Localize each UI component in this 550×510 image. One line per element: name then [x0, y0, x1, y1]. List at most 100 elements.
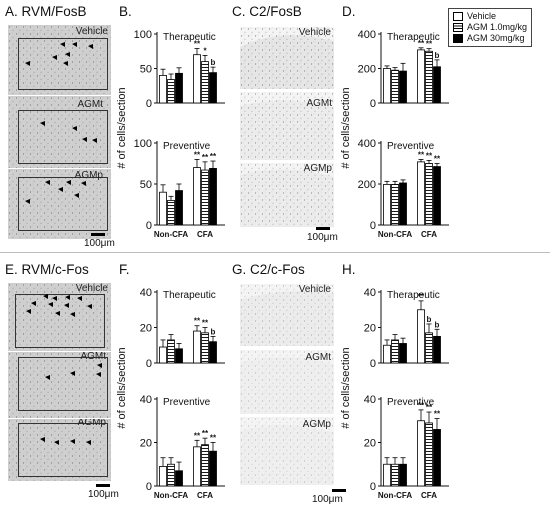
tissue-texture [240, 350, 334, 414]
bar [167, 463, 175, 487]
image-label-agmt: AGMt [80, 352, 106, 362]
significance-label: ** [202, 429, 209, 438]
micrograph-e-agmt: AGMt [8, 352, 111, 418]
y-tick-label: 0 [370, 220, 376, 232]
y-tick-label: 400 [358, 138, 376, 150]
scale-label: 100μm [88, 489, 119, 500]
bar [159, 346, 167, 364]
x-category-label: Non-CFA [378, 491, 412, 500]
scale-bar [96, 484, 110, 487]
y-tick-label: 50 [140, 64, 152, 76]
significance-label: ** [434, 410, 441, 419]
bar [425, 422, 433, 487]
bar [209, 450, 217, 487]
y-axis-label: # of cells/section [116, 87, 128, 168]
section-divider [0, 252, 550, 253]
y-tick-label: 0 [146, 481, 152, 493]
legend-label-agm-high: AGM 30mg/kg [467, 33, 525, 43]
x-category-label: Non-CFA [378, 230, 412, 239]
significance-label: ** [194, 431, 201, 440]
bar [201, 61, 209, 104]
chart-subtitle: Therapeutic [163, 290, 216, 301]
bar [433, 166, 441, 226]
roi-box [18, 110, 108, 164]
y-tick-label: 40 [140, 394, 152, 406]
bar [417, 309, 425, 364]
x-category-label: CFA [197, 230, 213, 239]
significance-label: * [203, 46, 207, 55]
y-tick-label: 20 [364, 323, 376, 335]
image-label-agmt: AGMt [306, 98, 332, 109]
significance-label: ** [202, 319, 209, 328]
significance-label: ** [418, 150, 425, 159]
arrowheads [25, 180, 86, 204]
arrowheads [40, 121, 97, 143]
micrograph-c-agmt: AGMt [240, 92, 334, 160]
tissue-texture [240, 92, 334, 160]
bar [433, 429, 441, 487]
chart-subtitle: Preventive [387, 141, 435, 152]
roi-box [18, 177, 108, 231]
significance-label: ** [202, 153, 209, 162]
significance-label: ** [194, 39, 201, 48]
image-label-agmp: AGMp [302, 419, 331, 430]
micrograph-g-agmp: AGMp [240, 417, 334, 485]
panel-c-label: C. C2/FosB [232, 4, 302, 19]
y-tick-label: 0 [146, 358, 152, 370]
bar [383, 344, 391, 364]
micrograph-g-agmt: AGMt [240, 350, 334, 414]
panel-b-label: B. [119, 4, 132, 19]
bar [417, 49, 425, 104]
y-tick-label: 0 [146, 220, 152, 232]
bar [159, 75, 167, 104]
image-label-vehicle: Vehicle [75, 283, 108, 294]
bar [399, 463, 407, 487]
significance-label: ** [418, 292, 425, 301]
bar [433, 66, 441, 104]
bar [399, 70, 407, 104]
significance-label: b [211, 58, 216, 67]
bar [383, 184, 391, 226]
bar [399, 182, 407, 226]
chart-subtitle: Therapeutic [163, 32, 216, 43]
bar [201, 169, 209, 226]
image-label-agmp: AGMp [303, 163, 332, 174]
x-category-label: CFA [421, 491, 437, 500]
chart-subtitle: Preventive [387, 397, 435, 408]
x-category-label: CFA [197, 491, 213, 500]
arrowheads [40, 437, 91, 445]
panel-g-label: G. C2/c-Fos [232, 262, 305, 277]
image-label-agmp: AGMp [77, 419, 106, 428]
bar [425, 50, 433, 104]
bar [391, 184, 399, 226]
bar [159, 466, 167, 487]
bar [417, 161, 425, 226]
tissue-texture [240, 163, 334, 227]
bar [209, 341, 217, 364]
roi-box [18, 38, 108, 90]
bar [209, 168, 217, 226]
roi-box [15, 294, 105, 348]
significance-label: ** [418, 401, 425, 410]
legend: Vehicle AGM 1.0mg/kg AGM 30mg/kg [448, 8, 533, 47]
chart-subtitle: Preventive [163, 397, 211, 408]
bar [193, 167, 201, 226]
tissue-texture [240, 284, 334, 346]
y-tick-label: 40 [140, 287, 152, 299]
bar [201, 332, 209, 364]
legend-entry-agm-high: AGM 30mg/kg [453, 33, 527, 44]
image-label-agmt: AGMt [305, 352, 331, 363]
bar [417, 420, 425, 487]
chart-subtitle: Therapeutic [387, 290, 440, 301]
bar [201, 444, 209, 487]
image-label-agmp: AGMp [74, 170, 103, 181]
bar [399, 343, 407, 364]
y-tick-label: 20 [140, 438, 152, 450]
y-axis-label: # of cells/section [340, 347, 352, 428]
significance-label: ** [418, 39, 425, 48]
legend-entry-agm-low: AGM 1.0mg/kg [453, 22, 527, 33]
roi-box [18, 423, 108, 477]
arrowheads [25, 42, 93, 66]
significance-label: ** [426, 403, 433, 412]
